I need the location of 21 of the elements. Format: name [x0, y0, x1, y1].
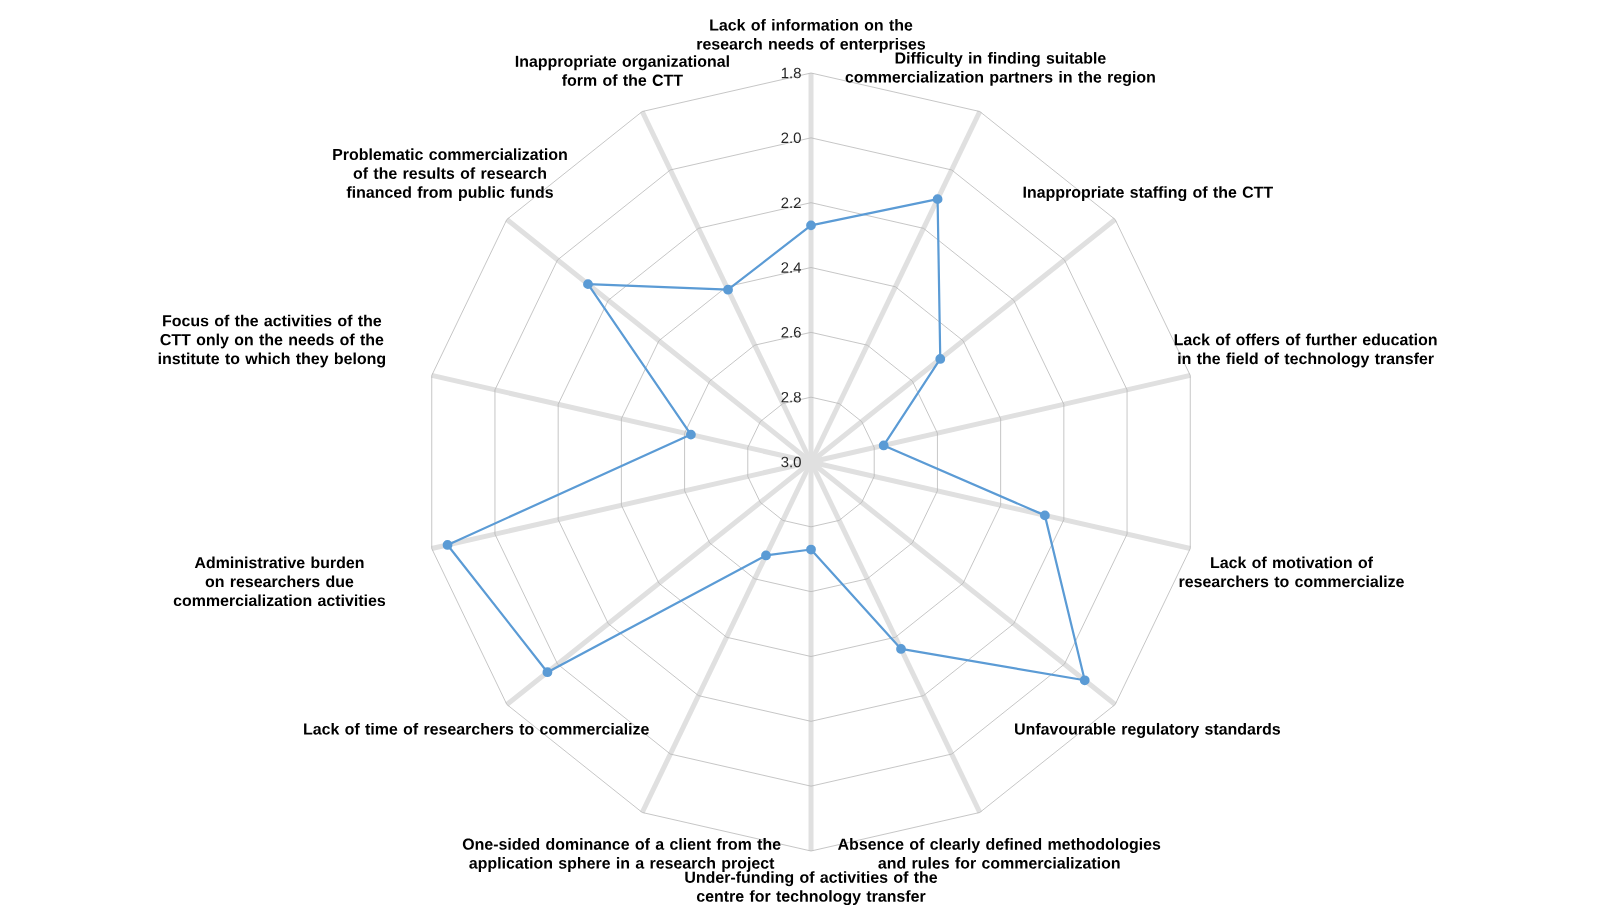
spoke-label: Lack of time of researchers to commercialize	[304, 722, 649, 735]
y-tick-label: 3.0	[781, 456, 801, 468]
y-tick-label: 2.8	[781, 391, 801, 403]
spoke-label: Administrative burden on researchers due commercialization activities	[173, 556, 386, 607]
spoke-label: Inappropriate organizational form of the CTT	[515, 55, 729, 86]
spoke-label: Lack of motivation of researchers to commercialize	[1179, 556, 1404, 588]
spoke-label: One-sided dominance of a client from the application sphere in a research project	[462, 838, 781, 872]
y-tick-label: 2.6	[781, 327, 801, 338]
y-tick-label: 2.0	[781, 132, 801, 144]
spoke-label: Unfavourable regulatory standards	[1015, 722, 1281, 738]
spoke-label: Lack of offers of further education in the field of technology transfer	[1174, 333, 1437, 368]
spoke-label: Problematic commercialization of the results of research financed from public funds	[333, 148, 567, 202]
spoke-label: Under-funding of activities of the centre for technology transfer	[685, 871, 938, 906]
spoke-label: Difficulty in finding suitable commercialization partners in the region	[845, 52, 1155, 86]
y-tick-label: 2.2	[781, 197, 801, 208]
spoke-label: Inappropriate staffing of the CTT	[1023, 186, 1273, 202]
y-tick-label: 2.4	[781, 262, 802, 273]
spoke-label: Absence of clearly defined methodologies and rules for commercialization	[837, 838, 1161, 869]
spoke-label: Focus of the activities of the CTT only on the needs of the institute to which they belong	[158, 314, 386, 368]
spoke-label: Lack of information on the research needs of enterprises	[697, 19, 926, 53]
y-tick-label: 1.8	[781, 67, 801, 79]
